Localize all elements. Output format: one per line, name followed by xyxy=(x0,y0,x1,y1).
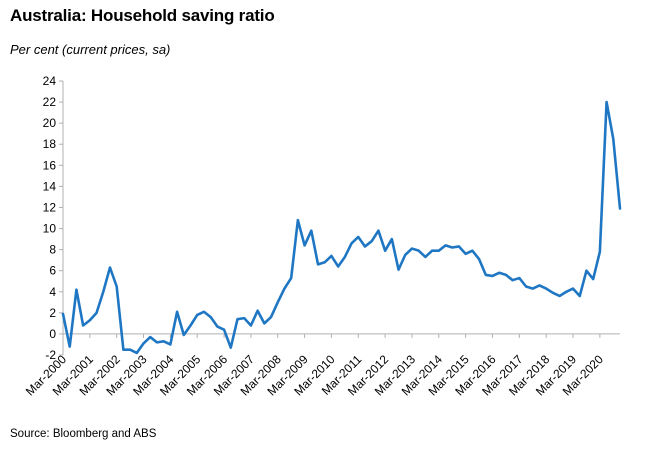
y-tick-label: 2 xyxy=(49,306,56,320)
chart-title: Australia: Household saving ratio xyxy=(10,6,275,25)
source-note: Source: Bloomberg and ABS xyxy=(10,428,157,440)
y-axis-unit-label: Per cent (current prices, sa) xyxy=(10,42,171,57)
y-tick-label: 20 xyxy=(43,116,57,130)
y-tick-label: 12 xyxy=(43,200,57,214)
y-tick-label: 0 xyxy=(49,327,56,341)
y-tick-label: 18 xyxy=(43,137,57,151)
y-tick-label: 24 xyxy=(43,74,57,88)
y-tick-label: 6 xyxy=(49,264,56,278)
y-tick-label: 22 xyxy=(43,95,57,109)
y-tick-label: 16 xyxy=(43,158,57,172)
y-tick-label: 10 xyxy=(43,222,57,236)
y-tick-label: 4 xyxy=(49,285,56,299)
y-tick-label: 8 xyxy=(49,243,56,257)
series-group xyxy=(61,100,622,355)
saving-ratio-line xyxy=(61,100,622,355)
y-tick-label: -2 xyxy=(45,348,56,362)
y-tick-label: 14 xyxy=(43,179,57,193)
x-axis: Mar-2000Mar-2001Mar-2002Mar-2003Mar-2004… xyxy=(23,333,620,398)
